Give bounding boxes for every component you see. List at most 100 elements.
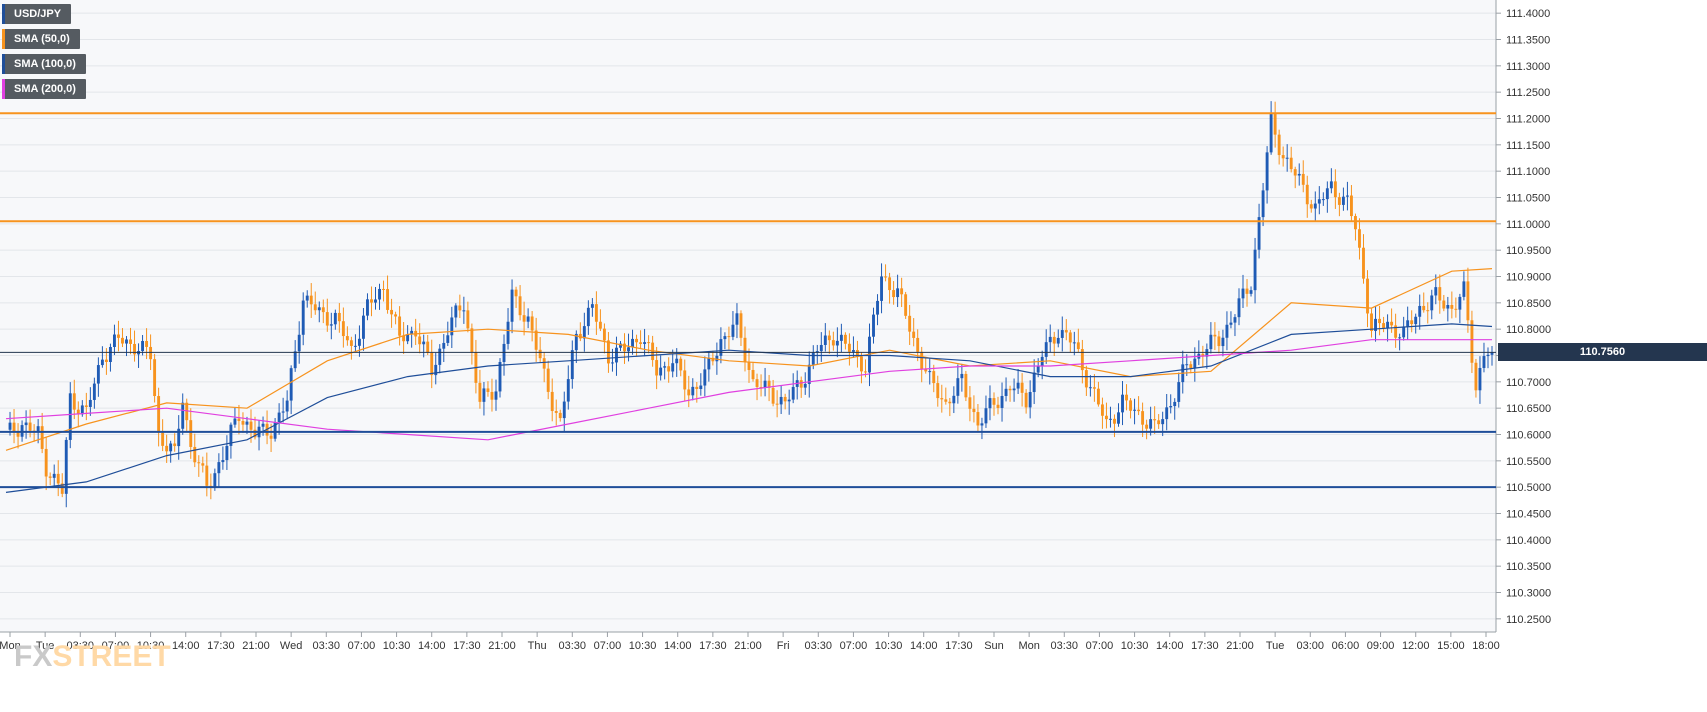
candle-body [221,460,225,463]
candle-body [1060,330,1064,338]
candle-body [378,288,381,300]
y-tick-label: 111.0500 [1506,193,1550,205]
candle-body [1450,304,1454,309]
candle-body [217,462,221,474]
x-tick-label: 21:00 [488,640,516,652]
candle-body [976,412,980,426]
candle-body [779,396,783,405]
candle-body [944,399,948,402]
x-tick-label: 10:30 [875,640,903,652]
candle-body [984,408,988,424]
x-tick-label: 10:30 [1121,640,1149,652]
x-tick-label: 10:30 [629,640,657,652]
legend-swatch-symbol [2,4,5,24]
x-tick-label: 06:00 [1332,640,1360,652]
candle-body [940,398,944,400]
candle-body [1084,370,1088,388]
candle-body [1462,281,1466,297]
candle-body [321,307,325,313]
x-tick-label: 15:00 [1437,640,1465,652]
plot-area [0,0,1496,632]
y-tick-label: 110.8500 [1506,298,1551,310]
candle-body [281,411,285,413]
y-tick-label: 111.2000 [1506,114,1550,126]
candle-body [366,299,369,316]
candle-body [811,352,815,365]
candle-body [76,409,80,415]
candle-body [1080,349,1084,371]
candle-body [1044,342,1048,357]
candle-body [181,402,185,429]
legend-label-sma-50: SMA (50,0) [14,33,70,45]
x-tick-label: 07:00 [348,640,376,652]
candle-body [719,339,723,356]
candle-body [1301,173,1305,185]
candle-body [494,391,498,400]
candle-body [747,361,751,370]
candle-body [739,313,743,338]
x-tick-label: 18:00 [1472,640,1500,652]
legend-item-sma-50[interactable]: SMA (50,0) [2,29,80,49]
candle-body [402,335,406,342]
legend-item-sma-200[interactable]: SMA (200,0) [2,79,86,99]
x-tick-label: Sun [984,640,1004,652]
candle-body [904,294,908,316]
candle-body [767,380,771,388]
candle-body [1024,392,1028,408]
candle-body [1149,419,1153,429]
candle-body [1285,157,1289,159]
x-tick-label: 14:00 [664,640,692,652]
candle-body [313,304,317,311]
candle-body [1213,334,1217,337]
candle-body [619,343,622,348]
candle-body [803,383,807,388]
candle-body [807,364,811,384]
candle-body [566,379,570,402]
x-tick-label: 17:30 [699,640,727,652]
candle-body [269,435,273,439]
sma-line-50 [5,268,1493,451]
candle-body [679,358,683,371]
candle-body [526,316,530,322]
legend-item-symbol[interactable]: USD/JPY [2,4,72,24]
candle-body [141,340,145,352]
candle-body [707,357,711,370]
candle-body [594,304,598,322]
legend-label-symbol: USD/JPY [14,8,62,20]
candle-body [675,358,679,364]
candle-body [1482,356,1486,368]
candle-body [1141,411,1145,425]
candle-body [518,296,522,316]
candle-body [1000,395,1004,408]
candle-body [864,371,867,373]
legend-swatch-sma-200 [2,79,5,99]
y-tick-label: 111.1500 [1506,140,1550,152]
candle-body [1370,313,1373,331]
legend-item-sma-100[interactable]: SMA (100,0) [2,54,86,74]
candle-body [1237,298,1241,318]
candle-body [1265,152,1269,191]
candle-body [936,383,940,399]
candle-body [787,399,791,402]
x-tick-label: 14:00 [172,640,200,652]
candle-body [671,363,675,372]
candle-body [687,389,691,396]
candle-body [1406,320,1410,327]
candle-body [1277,134,1281,156]
candle-body [345,336,349,341]
candle-body [1092,387,1096,389]
x-tick-label: 17:30 [453,640,481,652]
x-tick-label: 03:30 [313,640,341,652]
candle-body [24,422,28,426]
candle-body [1313,203,1317,209]
y-tick-label: 110.7000 [1506,377,1551,389]
candle-body [36,426,40,432]
candle-body [988,398,992,409]
candle-body [554,411,558,413]
candle-body [1233,317,1237,323]
candle-body [285,400,289,412]
y-tick-label: 110.9500 [1506,245,1551,257]
candle-body [1281,155,1285,159]
candle-body [860,356,863,372]
